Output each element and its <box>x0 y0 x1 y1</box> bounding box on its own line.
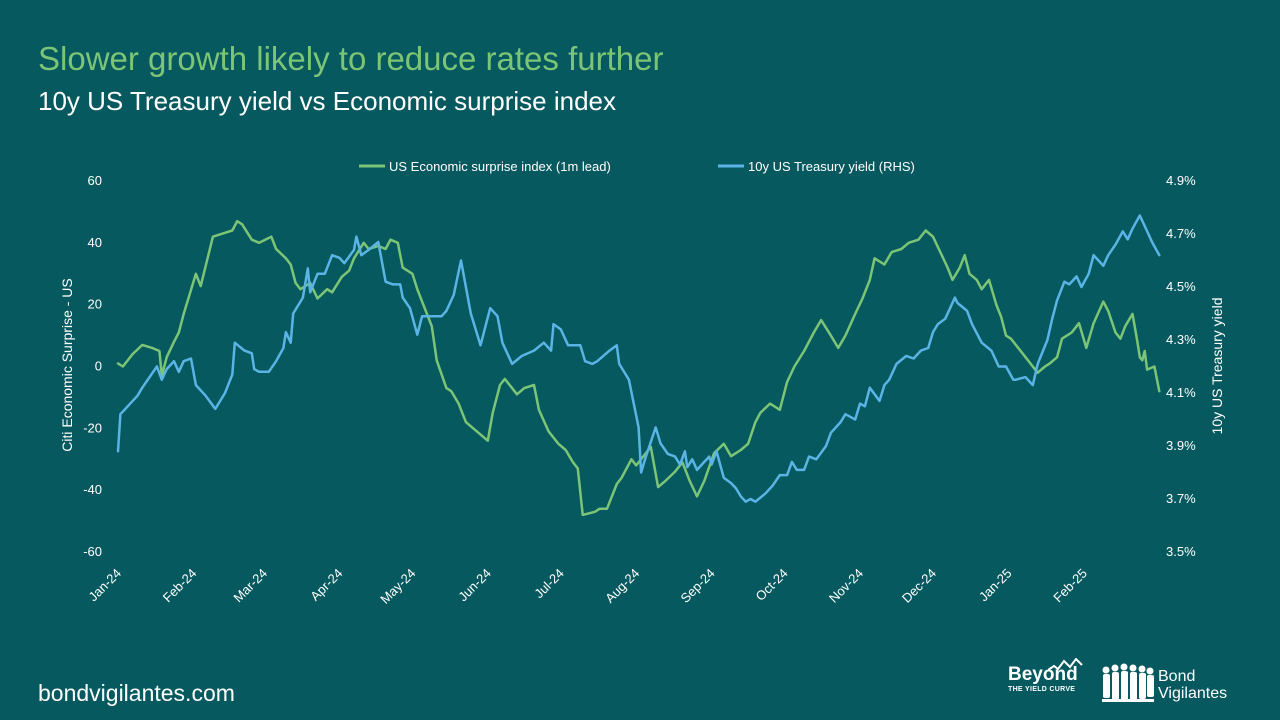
logo-beyond-word: Beyond <box>1008 664 1078 685</box>
x-tick-label: Mar-24 <box>230 566 270 606</box>
right-tick-label: 4.5% <box>1166 279 1196 294</box>
x-tick-label: Dec-24 <box>899 566 939 606</box>
left-tick-label: 60 <box>88 173 102 188</box>
logo-bv-line1: Bond <box>1158 668 1196 685</box>
right-tick-label: 4.1% <box>1166 385 1196 400</box>
left-tick-label: -20 <box>83 420 102 435</box>
crowd-silhouette-icon <box>1102 663 1154 702</box>
left-tick-label: -40 <box>83 482 102 497</box>
logo-bv-text: Bond Vigilantes <box>1158 668 1248 702</box>
left-tick-label: 20 <box>88 297 102 312</box>
right-tick-label: 3.9% <box>1166 438 1196 453</box>
x-tick-label: Jul-24 <box>531 566 567 602</box>
legend-label-yield: 10y US Treasury yield (RHS) <box>748 159 915 174</box>
x-tick-label: May-24 <box>377 566 418 607</box>
x-tick-label: Aug-24 <box>602 566 642 606</box>
left-axis-title: Citi Economic Surprise - US <box>59 278 75 452</box>
legend-label-surprise: US Economic surprise index (1m lead) <box>389 159 611 174</box>
right-tick-label: 4.7% <box>1166 226 1196 241</box>
left-axis-ticks: 60 40 20 0 -20 -40 -60 <box>83 173 102 559</box>
x-tick-label: Jun-24 <box>455 566 494 605</box>
website-url[interactable]: bondvigilantes.com <box>38 680 235 706</box>
x-tick-label: Nov-24 <box>826 566 866 606</box>
subheadline: 10y US Treasury yield vs Economic surpri… <box>38 86 617 116</box>
bond-vigilantes-logo: Bond Vigilantes <box>1100 662 1250 708</box>
right-tick-label: 3.7% <box>1166 491 1196 506</box>
series-layer <box>116 214 1161 517</box>
logo-spark-icon <box>1048 658 1083 671</box>
x-tick-label: Feb-24 <box>160 566 200 606</box>
right-axis-title: 10y US Treasury yield <box>1209 298 1225 435</box>
logo-beyond-tagline: THE YIELD CURVE <box>1008 686 1076 693</box>
left-tick-label: 40 <box>88 235 102 250</box>
x-tick-label: Sep-24 <box>678 566 718 606</box>
series-line-surprise-index <box>116 219 1161 517</box>
left-tick-label: 0 <box>95 359 102 374</box>
logo-bv-line2: Vigilantes <box>1158 685 1228 702</box>
x-tick-label: Oct-24 <box>753 566 791 604</box>
right-tick-label: 4.3% <box>1166 332 1196 347</box>
series-line-treasury-yield <box>116 214 1161 503</box>
left-tick-label: -60 <box>83 544 102 559</box>
right-axis-ticks: 4.9% 4.7% 4.5% 4.3% 4.1% 3.9% 3.7% 3.5% <box>1166 173 1196 559</box>
x-tick-label: Jan-25 <box>976 566 1015 605</box>
beyond-the-yield-curve-logo: Beyond THE YIELD CURVE <box>1008 658 1090 708</box>
x-tick-label: Feb-25 <box>1050 566 1090 606</box>
x-axis-ticks: Jan-24 Feb-24 Mar-24 Apr-24 May-24 Jun-24 Jul-… <box>85 566 1090 607</box>
headline: Slower growth likely to reduce rates fur… <box>38 40 664 77</box>
right-tick-label: 4.9% <box>1166 173 1196 188</box>
right-tick-label: 3.5% <box>1166 544 1196 559</box>
chart-legend: US Economic surprise index (1m lead) 10y… <box>359 159 915 174</box>
x-tick-label: Apr-24 <box>307 566 345 604</box>
x-tick-label: Jan-24 <box>85 566 124 605</box>
